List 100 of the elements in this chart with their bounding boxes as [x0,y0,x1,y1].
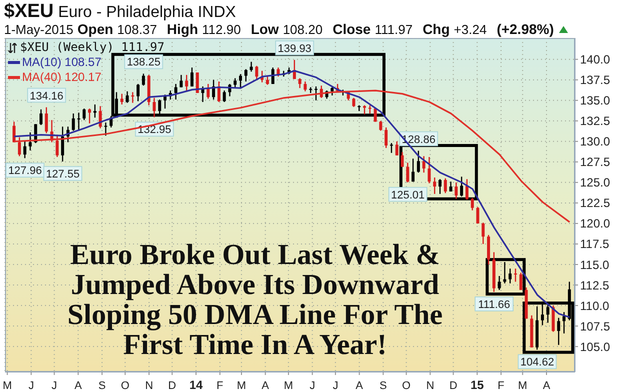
y-tick-label: 110.0 [580,298,610,313]
candlestick [40,108,43,126]
candlestick [416,150,420,174]
candlestick [476,206,480,224]
candlestick [395,140,398,156]
y-tick-label: 130.0 [580,134,610,149]
x-tick-label: O [120,380,130,392]
x-tick-label: O [402,380,412,392]
candlestick [363,104,366,115]
y-tick-label: 112.5 [580,278,610,292]
annotation: 139.93 [278,42,312,55]
candlestick [433,176,436,195]
candlestick [271,66,274,85]
candlestick [77,112,80,132]
x-tick-label: N [426,380,434,392]
x-tick-label: F [216,380,224,392]
x-tick-label: D [449,380,458,392]
candlestick [460,176,464,197]
candlestick [470,197,474,211]
x-tick-label: S [98,380,106,392]
candlestick [72,112,75,132]
candlestick [28,132,32,152]
x-tick-label: J [52,380,58,392]
x-tick-label: M [518,380,528,392]
x-tick-label: M [236,380,246,392]
candlestick [412,158,415,182]
candlestick [61,126,64,162]
y-tick-label: 105.0 [580,340,610,354]
candlestick [190,66,194,88]
x-tick-label: A [262,380,270,392]
annotation: 104.62 [520,356,554,369]
candlestick [422,156,426,174]
annotation: 138.25 [126,56,160,69]
candlestick [465,178,468,200]
candlestick [546,302,550,324]
candlestick [352,97,356,108]
candlestick [406,162,410,183]
y-tick-label: 132.5 [580,114,610,128]
x-tick-label: J [332,380,338,392]
candlestick [540,300,544,326]
candlestick [222,90,226,103]
legend-label: MA(10) 108.57 [22,55,102,69]
candlestick [552,304,555,332]
candlestick [82,108,86,121]
y-tick-label: 137.5 [580,73,610,88]
candlestick [400,151,404,168]
candlestick [428,156,431,184]
candlestick [180,74,183,88]
y-tick-label: 125.0 [580,176,610,190]
y-tick-label: 107.5 [580,319,610,334]
candlestick [487,234,490,266]
x-tick-label: M [284,380,294,392]
candlestick [454,182,458,200]
x-tick-label: 15 [470,378,484,392]
y-tick-label: 135.0 [580,94,610,108]
x-tick-label: A [356,380,364,392]
candlestick [44,106,48,134]
x-tick-label: S [380,380,387,392]
candlestick [185,74,188,92]
candlestick [131,92,134,104]
candlestick [314,86,318,101]
candlestick [438,178,442,195]
candlestick [126,90,129,104]
annotation: 127.55 [46,168,80,181]
candlestick [266,75,269,86]
annotation: 111.66 [478,298,510,311]
x-tick-label: M [2,380,12,392]
candlestick [255,65,258,80]
candlestick [158,98,162,116]
y-tick-label: 120.0 [580,216,610,231]
candlestick [384,126,388,149]
candlestick [304,80,307,92]
legend-title: $XEU (Weekly) 111.97 [19,40,164,55]
x-tick-label: J [310,380,316,392]
candlestick [56,134,59,158]
candlestick [164,94,167,110]
candlestick [120,93,124,106]
annotation: 127.96 [8,165,42,178]
y-tick-label: 122.5 [580,196,610,210]
y-tick-label: 115.0 [580,258,610,272]
candlestick [93,104,96,118]
y-tick-label: 140.0 [580,52,610,67]
x-tick-label: A [74,380,83,392]
candlestick [174,83,178,100]
candlestick [514,268,517,282]
candlestick [239,74,242,89]
candlestick [23,140,26,159]
x-tick-label: D [168,380,176,392]
x-tick-label: F [498,380,505,392]
x-tick-label: A [542,380,551,392]
x-tick-label: N [145,380,154,392]
candlestick [508,268,512,284]
x-tick-label: 14 [189,378,204,392]
y-tick-label: 117.5 [580,237,610,252]
y-tick-label: 127.5 [580,155,610,170]
candlestick [142,73,145,86]
candlestick [444,178,447,194]
candlestick [88,108,92,124]
annotation: 134.16 [30,90,64,102]
annotation: Euro Broke Out Last Week & Jumped Above Its Downward Sloping 50 DMA Line For The First Time In A Year! [66,239,444,361]
